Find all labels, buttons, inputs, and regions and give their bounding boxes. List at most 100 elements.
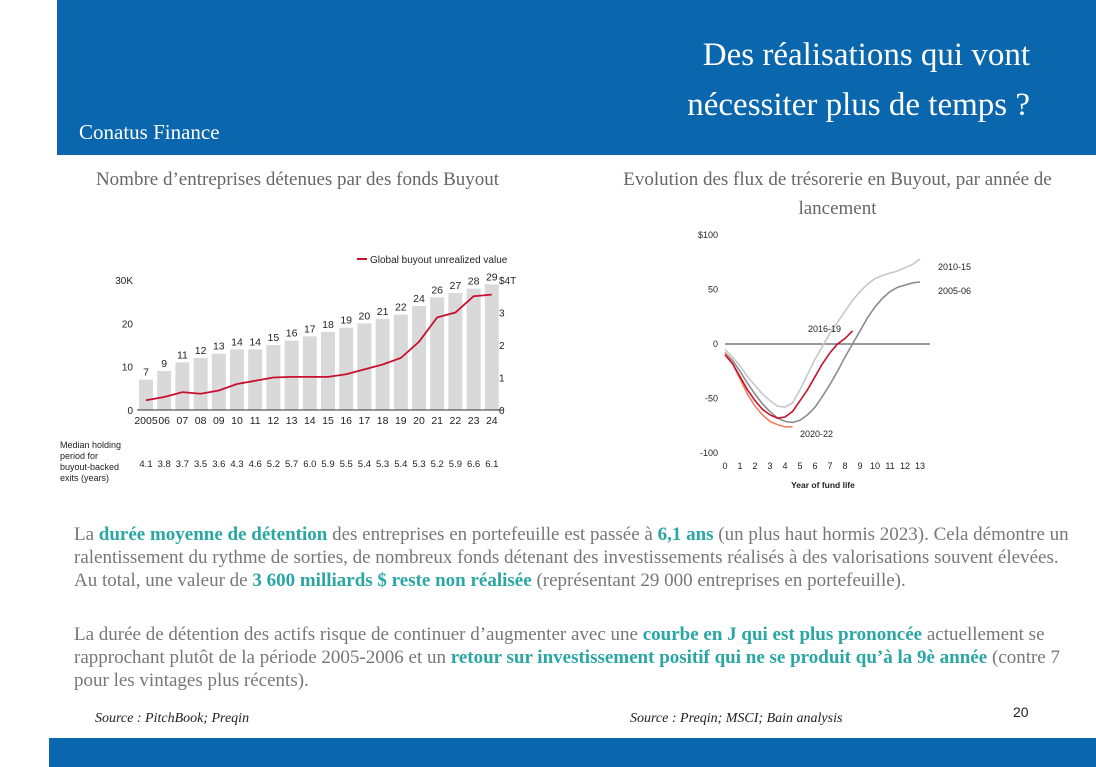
x-tick-label: 09 <box>213 415 225 427</box>
bar <box>430 297 445 410</box>
bar <box>248 349 263 410</box>
bar <box>466 288 481 410</box>
holding-value: 5.7 <box>285 459 298 470</box>
series-label: 2016-19 <box>808 324 841 334</box>
x-tick-label: 16 <box>340 415 352 427</box>
bar <box>193 358 208 410</box>
bar-value-label: 24 <box>413 293 425 305</box>
y-tick-label: 20 <box>122 319 134 330</box>
paragraph-holding-period: La durée moyenne de détention des entrep… <box>74 523 1074 592</box>
bar <box>230 349 244 410</box>
bar <box>448 293 463 410</box>
x-tick-label: 9 <box>857 461 862 471</box>
x-tick-label: 4 <box>782 461 787 471</box>
holding-value: 4.3 <box>230 459 243 470</box>
bar <box>139 379 153 410</box>
bar <box>321 332 335 410</box>
paragraph-j-curve: La durée de détention des actifs risque … <box>74 623 1074 692</box>
y2-tick-label: 1 <box>499 374 505 385</box>
x-tick-label: 19 <box>395 415 407 427</box>
highlight-text: retour sur investissement positif qui ne… <box>450 647 988 668</box>
x-tick-label: 06 <box>158 415 170 427</box>
holding-value: 6.1 <box>485 459 498 470</box>
body-text-segment: actuellement se rapprochant plutôt de la… <box>74 624 1045 668</box>
bar-value-label: 12 <box>195 345 207 357</box>
holding-value: 3.8 <box>158 459 171 470</box>
header-band: Des réalisations qui vont nécessiter plu… <box>57 0 1096 155</box>
holding-value: 5.9 <box>449 459 462 470</box>
bar-value-label: 26 <box>431 284 443 296</box>
left-panel-title: Nombre d’entreprises détenues par des fo… <box>95 169 500 190</box>
legend-label: Global buyout unrealized value <box>370 255 508 266</box>
y2-tick-label: 2 <box>499 341 505 352</box>
holding-value: 5.2 <box>267 459 280 470</box>
footer-band <box>49 738 1096 767</box>
source-left: Source : PitchBook; Preqin <box>95 711 250 726</box>
x-tick-label: 14 <box>304 415 316 427</box>
x-tick-label: 7 <box>827 461 832 471</box>
holding-label-line: Median holding <box>60 440 121 450</box>
bar-value-label: 14 <box>231 336 243 348</box>
y-tick-label: 0 <box>713 339 718 349</box>
slide-title-line2: nécessiter plus de temps ? <box>687 87 1030 123</box>
holding-value: 5.2 <box>431 459 444 470</box>
y-tick-label: $100 <box>698 230 718 240</box>
holding-value: 4.1 <box>139 459 152 470</box>
bar <box>302 336 317 410</box>
series-label: 2005-06 <box>938 286 971 296</box>
bar <box>211 353 226 410</box>
highlight-text: courbe en J qui est plus prononcée <box>642 624 923 645</box>
x-tick-label: 12 <box>268 415 280 427</box>
bar-value-label: 19 <box>340 315 352 327</box>
slide-title: Des réalisations qui vont nécessiter plu… <box>430 30 1030 130</box>
y-tick-label: -100 <box>700 448 718 458</box>
y-tick-label: 0 <box>127 406 133 417</box>
holding-value: 5.4 <box>394 459 407 470</box>
y-tick-label: -50 <box>705 394 718 404</box>
x-tick-label: 11 <box>250 415 261 427</box>
x-tick-label: 8 <box>842 461 847 471</box>
series-line-2016-19 <box>724 330 854 419</box>
holding-value: 5.9 <box>321 459 334 470</box>
y2-tick-label: 0 <box>499 406 505 417</box>
x-tick-label: 1 <box>737 461 742 471</box>
bar <box>339 327 354 410</box>
bar <box>157 371 172 410</box>
brand-name: Conatus Finance <box>79 120 220 144</box>
body-text-segment: des entreprises en portefeuille est pass… <box>327 524 658 545</box>
series-label: 2010-15 <box>938 262 971 272</box>
x-axis-label: Year of fund life <box>791 480 855 490</box>
y-tick-label: 30K <box>115 276 133 287</box>
y2-tick-label: $4T <box>499 276 516 287</box>
bar-value-label: 14 <box>249 336 261 348</box>
highlight-text: 6,1 ans <box>657 524 714 545</box>
bar-value-label: 9 <box>161 358 167 370</box>
bar <box>175 362 190 410</box>
bar-value-label: 27 <box>450 280 462 292</box>
right-panel-title: Evolution des flux de trésorerie en Buyo… <box>623 169 1052 219</box>
y-tick-label: 10 <box>122 363 134 374</box>
bar <box>393 314 408 410</box>
holding-value: 4.6 <box>249 459 262 470</box>
y2-tick-label: 3 <box>499 309 505 320</box>
holding-value: 5.4 <box>358 459 371 470</box>
bar-value-label: 17 <box>304 323 316 335</box>
x-tick-label: 24 <box>486 415 498 427</box>
bar-value-label: 11 <box>177 349 188 361</box>
holding-label-line: period for <box>60 451 98 461</box>
bar-value-label: 21 <box>377 306 389 318</box>
x-tick-label: 08 <box>195 415 207 427</box>
x-tick-label: 11 <box>885 461 894 471</box>
holding-value: 3.7 <box>176 459 189 470</box>
holding-value: 3.5 <box>194 459 207 470</box>
series-label: 2020-22 <box>800 429 833 439</box>
holding-value: 5.3 <box>412 459 425 470</box>
bar-value-label: 7 <box>143 367 149 379</box>
bar <box>357 323 372 410</box>
holding-value: 5.3 <box>376 459 389 470</box>
highlight-text: 3 600 milliards $ reste non réalisée <box>252 570 532 591</box>
x-tick-label: 22 <box>450 415 462 427</box>
highlight-text: durée moyenne de détention <box>98 524 328 545</box>
